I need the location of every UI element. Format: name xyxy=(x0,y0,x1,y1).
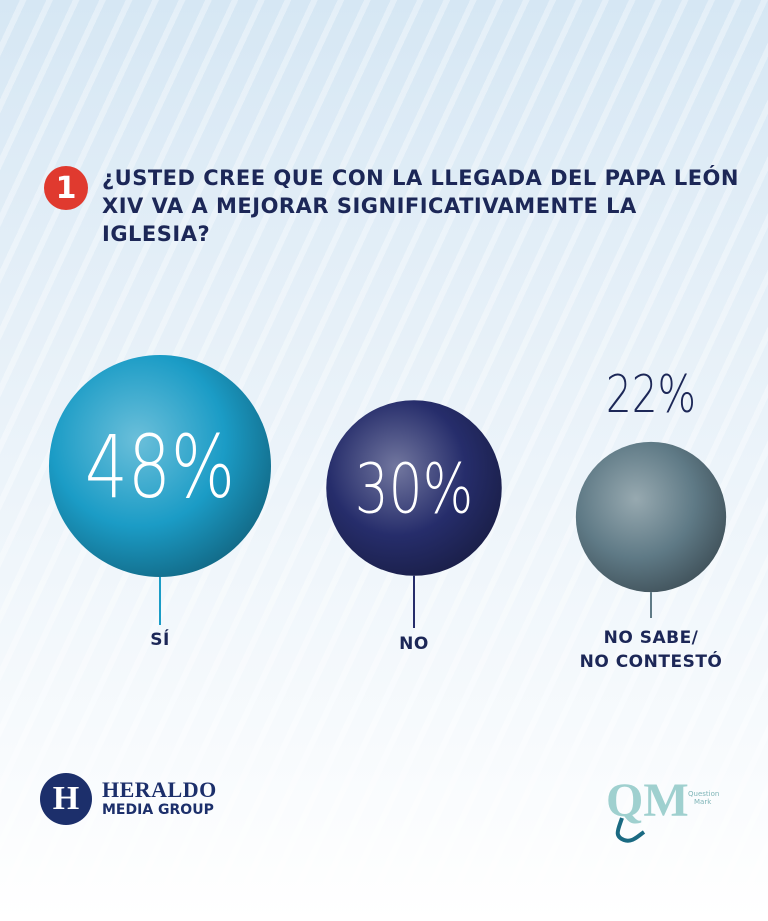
value-label-0: 48% xyxy=(85,418,235,518)
category-label-0: SÍ xyxy=(100,628,220,652)
question-text-line-1: ¿USTED CREE QUE CON LA LLEGADA DEL PAPA … xyxy=(102,166,739,190)
category-label-1: NO xyxy=(354,632,474,656)
qm-logo-line-1: Question xyxy=(688,790,719,798)
category-label-0-line-0: SÍ xyxy=(150,630,170,650)
category-label-2-line-0: NO SABE/ xyxy=(603,628,699,648)
qm-logo-swoosh xyxy=(615,817,646,843)
bubble-0 xyxy=(49,355,271,577)
heraldo-logo-line-2: MEDIA GROUP xyxy=(102,802,214,818)
category-label-2: NO SABE/NO CONTESTÓ xyxy=(551,626,751,674)
question-number-badge: 1 xyxy=(44,166,88,210)
qm-logo-letters: QM xyxy=(606,774,689,827)
bubble-1 xyxy=(326,400,502,576)
heraldo-h-badge: H xyxy=(40,773,92,825)
bubble-2 xyxy=(575,441,727,593)
question-mark-logo: QM Question Mark xyxy=(606,774,719,843)
question-text-line-2: XIV VA A MEJORAR SIGNIFICATIVAMENTE LA I… xyxy=(102,194,637,246)
qm-logo-line-2: Mark xyxy=(694,798,712,806)
value-label-1: 30% xyxy=(355,450,474,529)
question-text: ¿USTED CREE QUE CON LA LLEGADA DEL PAPA … xyxy=(102,164,742,248)
heraldo-media-group-logo: H HERALDO MEDIA GROUP xyxy=(40,773,217,825)
heraldo-logo-line-1: HERALDO xyxy=(102,777,217,802)
value-label-2: 22% xyxy=(606,364,696,424)
category-label-2-line-1: NO CONTESTÓ xyxy=(579,652,723,672)
category-label-1-line-0: NO xyxy=(399,634,429,654)
